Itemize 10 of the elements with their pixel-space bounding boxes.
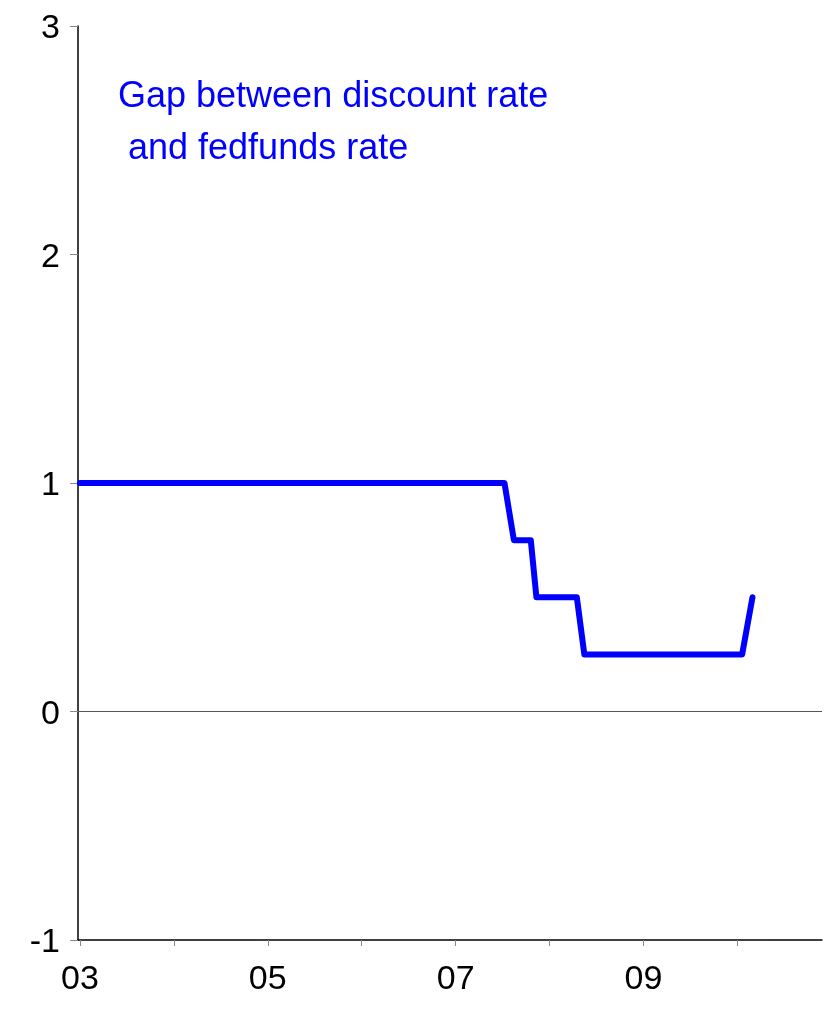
y-tick-label: 3 (41, 7, 60, 45)
x-tick-label: 07 (436, 958, 475, 996)
y-tick-label: 1 (41, 464, 60, 502)
x-tick-label: 05 (248, 958, 287, 996)
y-tick-label: -1 (29, 921, 60, 959)
x-tick-label: 03 (60, 958, 99, 996)
y-tick-label: 2 (41, 235, 60, 274)
y-tick-label: 0 (41, 692, 60, 731)
annotation: Gap between discount rate and fedfunds rate (118, 73, 549, 167)
x-tick-label: 09 (624, 958, 663, 996)
